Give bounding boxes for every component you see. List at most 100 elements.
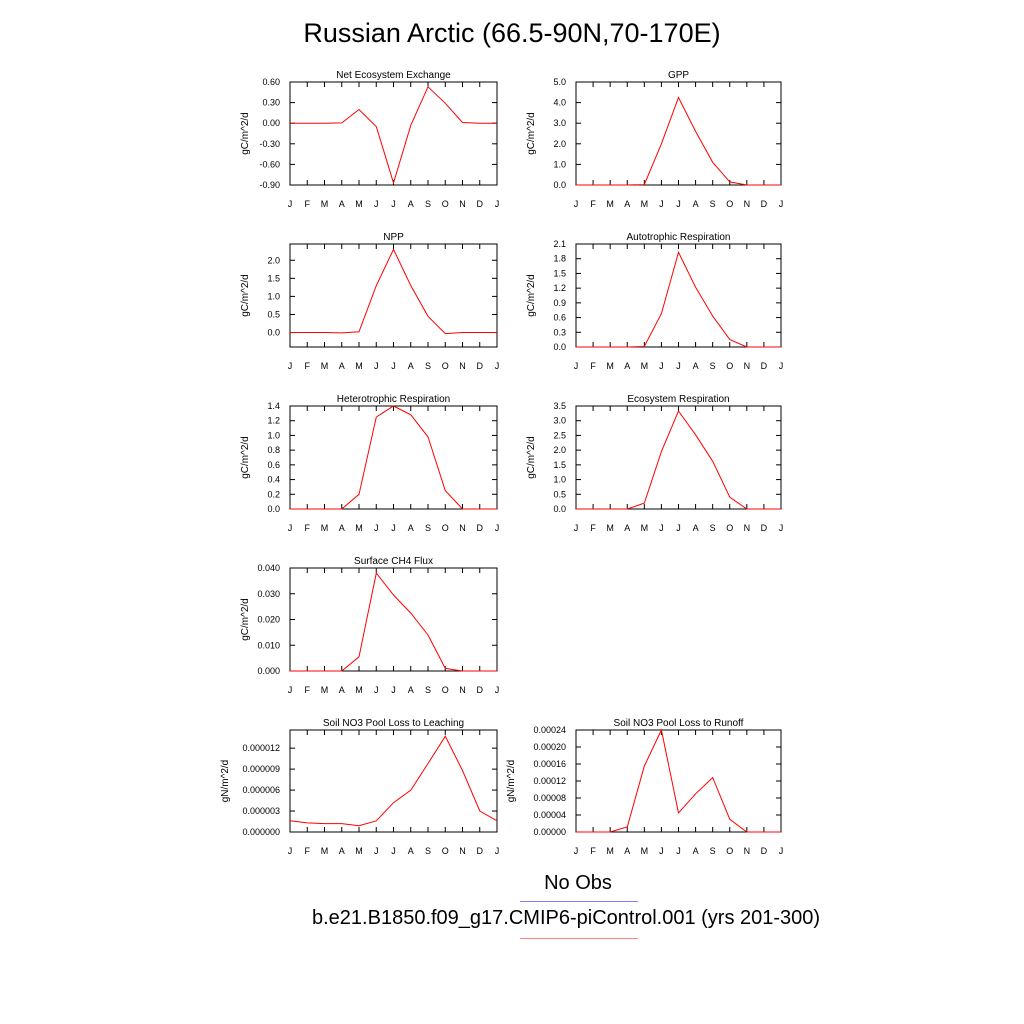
y-axis-label: gC/m^2/d (526, 436, 537, 479)
x-tick-label: S (425, 361, 431, 371)
x-tick-label: J (659, 199, 664, 209)
x-tick-label: J (495, 846, 500, 856)
x-tick-label: N (459, 523, 466, 533)
y-tick-label: 0.9 (553, 298, 566, 308)
x-tick-label: S (710, 846, 716, 856)
x-tick-label: S (425, 685, 431, 695)
y-tick-label: 1.5 (267, 273, 280, 283)
y-tick-label: 0.00004 (533, 810, 566, 820)
legend-obs-label: No Obs (544, 872, 612, 894)
x-tick-label: A (408, 361, 414, 371)
x-tick-label: F (305, 199, 311, 209)
chart-title: Surface CH4 Flux (354, 556, 433, 567)
x-tick-label: O (726, 361, 733, 371)
y-tick-label: 1.4 (267, 401, 280, 411)
x-tick-label: D (477, 846, 484, 856)
x-tick-label: J (288, 846, 293, 856)
series-line (576, 96, 781, 186)
x-tick-label: A (693, 523, 699, 533)
x-tick-label: J (495, 199, 500, 209)
y-tick-label: 0.010 (257, 640, 280, 650)
y-tick-label: 0.00016 (533, 759, 566, 769)
y-tick-label: 5.0 (553, 77, 566, 87)
y-tick-label: 0.00020 (533, 742, 566, 752)
x-tick-label: S (425, 523, 431, 533)
x-tick-label: M (641, 523, 649, 533)
x-tick-label: O (442, 199, 449, 209)
x-tick-label: J (391, 523, 396, 533)
x-tick-label: J (779, 523, 784, 533)
y-tick-label: -0.60 (259, 159, 280, 169)
x-tick-label: D (761, 199, 768, 209)
x-tick-label: F (590, 846, 596, 856)
series-line (290, 85, 497, 185)
x-tick-label: J (288, 523, 293, 533)
chart-title: Heterotrophic Respiration (337, 394, 450, 405)
x-tick-label: N (459, 361, 466, 371)
y-axis-label: gC/m^2/d (240, 436, 251, 479)
y-tick-label: 1.0 (553, 475, 566, 485)
plot-frame (289, 243, 498, 348)
y-tick-label: 0.00012 (533, 776, 566, 786)
y-tick-label: 0.00000 (533, 827, 566, 837)
x-tick-label: M (606, 523, 614, 533)
x-tick-label: F (305, 846, 311, 856)
y-tick-label: 0.0 (267, 504, 280, 514)
x-tick-label: N (744, 523, 751, 533)
x-tick-label: F (305, 361, 311, 371)
y-tick-label: 3.0 (553, 118, 566, 128)
y-tick-label: 1.0 (553, 159, 566, 169)
x-tick-label: A (339, 846, 345, 856)
y-axis-label: gC/m^2/d (240, 274, 251, 317)
x-tick-label: M (321, 685, 329, 695)
x-tick-label: S (710, 523, 716, 533)
y-tick-label: 4.0 (553, 98, 566, 108)
y-tick-label: 1.2 (553, 283, 566, 293)
x-tick-label: M (355, 361, 363, 371)
x-tick-label: M (606, 846, 614, 856)
page-title: Russian Arctic (66.5-90N,70-170E) (303, 18, 721, 48)
series-line (290, 405, 497, 510)
y-tick-label: 0.5 (267, 309, 280, 319)
y-tick-label: 0.00024 (533, 725, 566, 735)
x-tick-label: A (624, 523, 630, 533)
y-tick-label: 0.000006 (242, 785, 280, 795)
x-tick-label: J (374, 685, 379, 695)
plot-frame (289, 405, 498, 510)
y-tick-label: 2.0 (267, 255, 280, 265)
chart-title: Autotrophic Respiration (627, 232, 731, 243)
x-tick-label: M (606, 199, 614, 209)
x-tick-label: J (495, 685, 500, 695)
plot-frame (289, 81, 498, 186)
x-tick-label: J (374, 361, 379, 371)
x-tick-label: F (305, 523, 311, 533)
y-tick-label: 0.000000 (242, 827, 280, 837)
x-tick-label: J (676, 846, 681, 856)
y-tick-label: 0.040 (257, 563, 280, 573)
plot-frame (289, 729, 498, 833)
x-tick-label: J (574, 361, 579, 371)
x-tick-label: J (659, 846, 664, 856)
x-tick-label: J (391, 199, 396, 209)
x-tick-label: J (659, 523, 664, 533)
x-tick-label: M (606, 361, 614, 371)
x-tick-label: J (659, 361, 664, 371)
x-tick-label: S (710, 199, 716, 209)
x-tick-label: D (477, 199, 484, 209)
x-tick-label: J (676, 523, 681, 533)
plot-frame (575, 729, 782, 833)
x-tick-label: D (761, 523, 768, 533)
x-tick-label: A (339, 523, 345, 533)
x-tick-label: A (408, 685, 414, 695)
x-tick-label: M (355, 685, 363, 695)
y-axis-label: gC/m^2/d (526, 274, 537, 317)
x-tick-label: M (355, 523, 363, 533)
x-tick-label: N (744, 846, 751, 856)
x-tick-label: A (693, 199, 699, 209)
x-tick-label: M (321, 846, 329, 856)
